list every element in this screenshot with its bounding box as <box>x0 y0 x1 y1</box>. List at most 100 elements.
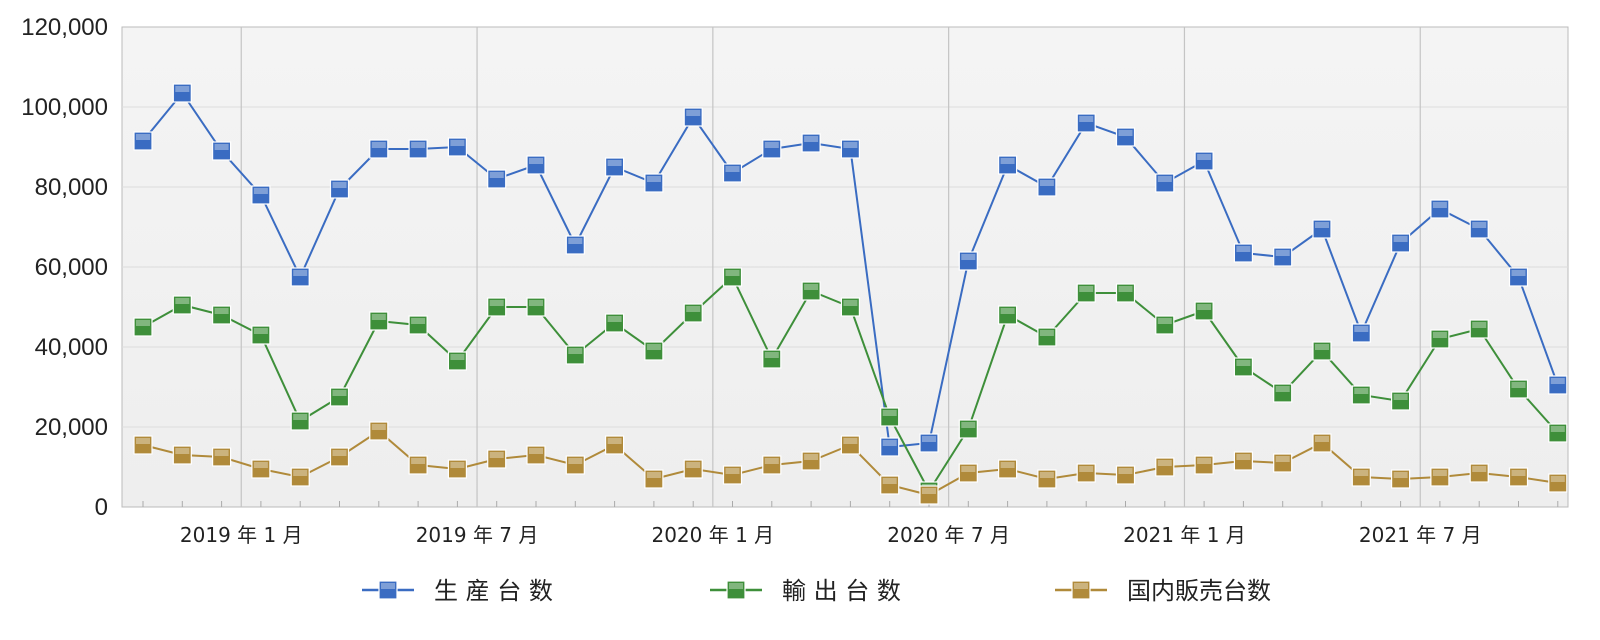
data-point <box>1548 375 1568 395</box>
data-point <box>408 139 428 159</box>
data-point-highlight <box>1000 308 1015 314</box>
data-point <box>251 325 271 345</box>
data-point <box>801 451 821 471</box>
data-point <box>1076 283 1096 303</box>
data-point <box>1233 357 1254 377</box>
data-point-highlight <box>961 466 976 472</box>
data-point <box>1194 301 1214 321</box>
data-point-highlight <box>332 450 347 456</box>
data-point <box>1233 243 1254 263</box>
data-point-highlight <box>646 176 661 182</box>
data-point <box>369 139 389 159</box>
data-point <box>604 313 625 333</box>
data-point-highlight <box>1315 344 1329 350</box>
data-point-highlight <box>961 422 976 428</box>
data-point <box>997 305 1018 325</box>
data-point <box>172 295 192 315</box>
data-point <box>133 317 153 337</box>
data-point-highlight <box>1157 176 1172 182</box>
data-point-highlight <box>764 142 779 148</box>
x-tick-label: 2019 年 7 月 <box>416 523 539 547</box>
data-point <box>408 455 428 475</box>
data-point-highlight <box>293 270 308 276</box>
data-point <box>1351 385 1371 405</box>
data-point-highlight <box>1472 466 1487 472</box>
data-point-highlight <box>1079 466 1094 472</box>
data-point <box>1430 467 1450 487</box>
data-point-highlight <box>489 300 504 306</box>
data-point-highlight <box>1039 180 1054 186</box>
legend-item: 輸 出 台 数 <box>710 577 901 605</box>
data-point <box>840 297 861 317</box>
data-point-highlight <box>1354 388 1369 394</box>
y-tick-label: 100,000 <box>21 94 108 121</box>
data-point-highlight <box>332 182 347 188</box>
data-point <box>722 465 743 485</box>
legend-marker <box>1071 580 1091 600</box>
data-point <box>1155 457 1175 477</box>
data-point <box>644 341 664 361</box>
data-point <box>644 173 664 193</box>
data-point-highlight <box>1039 472 1054 478</box>
data-point-highlight <box>882 440 897 446</box>
data-point-highlight <box>450 354 465 360</box>
data-point-highlight <box>1550 426 1565 432</box>
data-point <box>722 267 743 287</box>
legend-marker-highlight <box>381 583 395 589</box>
data-point <box>487 169 507 189</box>
data-point <box>447 351 467 371</box>
data-point-highlight <box>882 478 897 484</box>
data-point-highlight <box>804 454 819 460</box>
data-point <box>644 469 664 489</box>
data-point-highlight <box>1275 386 1290 392</box>
data-point <box>1233 451 1254 471</box>
data-point <box>1390 233 1411 253</box>
data-point-highlight <box>175 298 190 304</box>
data-point <box>1155 173 1175 193</box>
data-point-highlight <box>1511 382 1526 388</box>
data-point-highlight <box>293 470 308 476</box>
data-point-highlight <box>1354 470 1369 476</box>
data-point-highlight <box>1039 330 1054 336</box>
legend-item: 国内販売台数 <box>1055 577 1271 605</box>
data-point-highlight <box>1550 476 1565 482</box>
data-point-highlight <box>1393 472 1408 478</box>
data-point-highlight <box>1472 222 1487 228</box>
data-point <box>1430 329 1450 349</box>
data-point <box>1390 391 1411 411</box>
x-tick-label: 2019 年 1 月 <box>180 523 303 547</box>
data-point <box>212 141 232 161</box>
data-point-highlight <box>1157 460 1172 466</box>
data-point-highlight <box>725 270 740 276</box>
data-point-highlight <box>253 188 268 194</box>
data-point <box>1508 267 1529 287</box>
data-point-highlight <box>1236 246 1251 252</box>
data-point <box>1351 467 1371 487</box>
data-point <box>251 185 271 205</box>
data-point <box>133 131 153 151</box>
legend: 生 産 台 数 輸 出 台 数 国内販売台数 <box>362 577 1271 605</box>
data-point-highlight <box>1197 458 1212 464</box>
data-point <box>762 455 782 475</box>
data-point <box>1115 465 1136 485</box>
data-point-highlight <box>607 438 622 444</box>
data-point-highlight <box>646 472 661 478</box>
data-point <box>133 435 153 455</box>
data-point-highlight <box>646 344 661 350</box>
series-3 <box>133 421 1568 505</box>
data-point <box>1115 127 1136 147</box>
legend-marker <box>726 580 746 600</box>
data-point-highlight <box>1315 436 1329 442</box>
data-point-highlight <box>136 320 150 326</box>
data-point <box>526 445 546 465</box>
data-point <box>1037 177 1057 197</box>
data-point-highlight <box>764 352 779 358</box>
data-point <box>565 455 585 475</box>
data-point-highlight <box>568 238 583 244</box>
data-point <box>919 433 939 453</box>
data-point-highlight <box>1236 454 1251 460</box>
data-point <box>958 251 978 271</box>
data-point-highlight <box>1432 332 1447 338</box>
data-point-highlight <box>136 438 150 444</box>
data-point <box>212 305 232 325</box>
